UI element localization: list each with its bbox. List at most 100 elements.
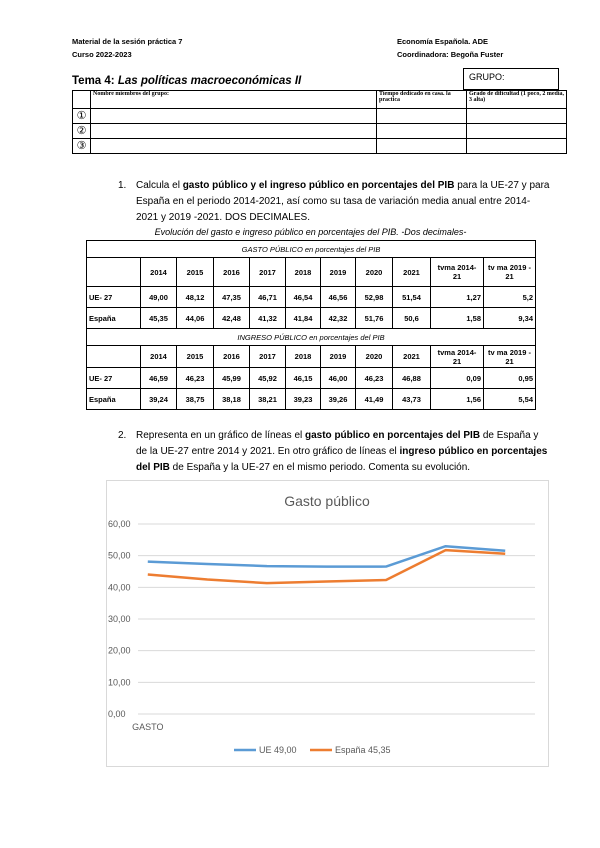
value-cell: 38,21 [249,388,286,410]
column-header: 2018 [285,345,321,368]
data-row: UE- 27 49,00 48,12 47,35 46,71 46,54 46,56 52,9… [86,286,536,308]
value-cell: 45,92 [249,367,286,389]
question-segment: de España y la UE-27 en el mismo periodo… [169,462,471,473]
section-title-row: GASTO PÚBLICO en porcentajes del PIB [86,240,536,258]
legend-label: España 45,35 [335,745,391,755]
value-cell: 5,2 [483,286,536,308]
value-cell: 1,27 [430,286,484,308]
cell [90,123,377,139]
value-cell: 9,34 [483,307,536,329]
value-cell: 1,56 [430,388,484,410]
cell [90,108,377,124]
y-tick-label: 0,00 [108,709,126,719]
title-label: Tema 4: [72,75,115,87]
column-header: 2021 [392,257,431,287]
value-cell: 46,23 [176,367,214,389]
value-cell: 0,09 [430,367,484,389]
value-cell: 45,99 [213,367,250,389]
value-cell: 1,58 [430,307,484,329]
series-line [147,544,506,568]
value-cell: 38,18 [213,388,250,410]
cell [466,138,567,154]
y-tick-label: 10,00 [108,677,131,687]
value-cell: 51,54 [392,286,431,308]
cell [72,90,91,109]
column-header: 2015 [176,345,214,368]
row-label: UE- 27 [86,367,141,389]
group-box [463,68,559,90]
cell [86,257,141,287]
data-table: GASTO PÚBLICO en porcentajes del PIB 2014… [86,240,536,410]
column-header: 2020 [355,257,393,287]
cell [376,123,467,139]
value-cell: 46,56 [320,286,356,308]
header-right: Coordinadora: Begoña Fuster [397,50,504,59]
value-cell: 52,98 [355,286,393,308]
series-line [147,548,506,585]
group-header-cell: Grado de dificultad (1 poco, 2 media, 3 … [466,90,567,109]
column-header: 2017 [249,345,286,368]
column-header: 2017 [249,257,286,287]
value-cell: 42,48 [213,307,250,329]
value-cell: 44,06 [176,307,214,329]
chart-title: Gasto público [284,493,370,509]
table-caption: Evolución del gasto e ingreso público en… [154,227,467,237]
value-cell: 46,23 [355,367,393,389]
column-header: 2015 [176,257,214,287]
legend-label: UE 49,00 [259,745,297,755]
value-cell: 39,23 [285,388,321,410]
column-header: 2016 [213,345,250,368]
row-label: España [86,388,141,410]
group-header-cell: Nombre miembros del grupo: [90,90,377,109]
y-tick-label: 30,00 [108,614,131,624]
data-row: España 39,24 38,75 38,18 38,21 39,23 39,26 41,4… [86,388,536,410]
column-header: 2016 [213,257,250,287]
cell [90,138,377,154]
column-header: tv ma 2019 - 21 [483,257,536,287]
question-number: 1. [118,180,127,191]
doc-title: Tema 4: Las políticas macroeconómicas II [72,75,301,87]
row-number: ① [72,108,91,124]
y-tick-label: 60,00 [108,519,131,529]
value-cell: 46,71 [249,286,286,308]
cell [466,123,567,139]
column-header: 2019 [320,257,356,287]
value-cell: 51,76 [355,307,393,329]
column-header-row: 2014 2015 2016 2017 2018 2019 2020 2021 tvma 201… [86,345,536,368]
section-title: GASTO PÚBLICO en porcentajes del PIB [86,240,536,258]
column-header: 2014 [140,345,177,368]
question-number: 2. [118,430,127,441]
question-segment: gasto público y el ingreso público en po… [182,180,455,191]
group-table: Nombre miembros del grupo: Tiempo dedicad… [72,90,567,154]
question-segment: de España y de la UE-27 entre 2014 y 202… [136,430,539,457]
value-cell: 46,54 [285,286,321,308]
question-segment: ingreso público en porcentajes del PIB [136,446,548,473]
cell [376,138,467,154]
group-header: Nombre miembros del grupo: Tiempo dedicad… [72,90,567,109]
section-title: INGRESO PÚBLICO en porcentajes del PIB [86,328,536,346]
value-cell: 0,95 [483,367,536,389]
value-cell: 45,35 [140,307,177,329]
question-segment: Representa en un gráfico de líneas el [136,430,305,441]
group-label: GRUPO: [469,72,505,82]
question-segment: gasto público en porcentajes del PIB [305,430,481,441]
value-cell: 46,88 [392,367,431,389]
value-cell: 39,26 [320,388,356,410]
y-tick-label: 50,00 [108,551,131,561]
value-cell: 49,00 [140,286,177,308]
value-cell: 39,24 [140,388,177,410]
question-text: Calcula el gasto público y el ingreso pú… [136,178,550,226]
row-label: España [86,307,141,329]
group-header-cell: Tiempo dedicado en casa. la practica [376,90,467,109]
group-row: ① [72,108,567,124]
column-header: 2020 [355,345,393,368]
value-cell: 5,54 [483,388,536,410]
column-header: tvma 2014- 21 [430,345,484,368]
title-text: Las políticas macroeconómicas II [117,75,302,87]
chart-frame [106,480,549,767]
column-header: tvma 2014- 21 [430,257,484,287]
value-cell: 46,59 [140,367,177,389]
row-number: ② [72,123,91,139]
question-text: Representa en un gráfico de líneas el ga… [136,428,550,476]
